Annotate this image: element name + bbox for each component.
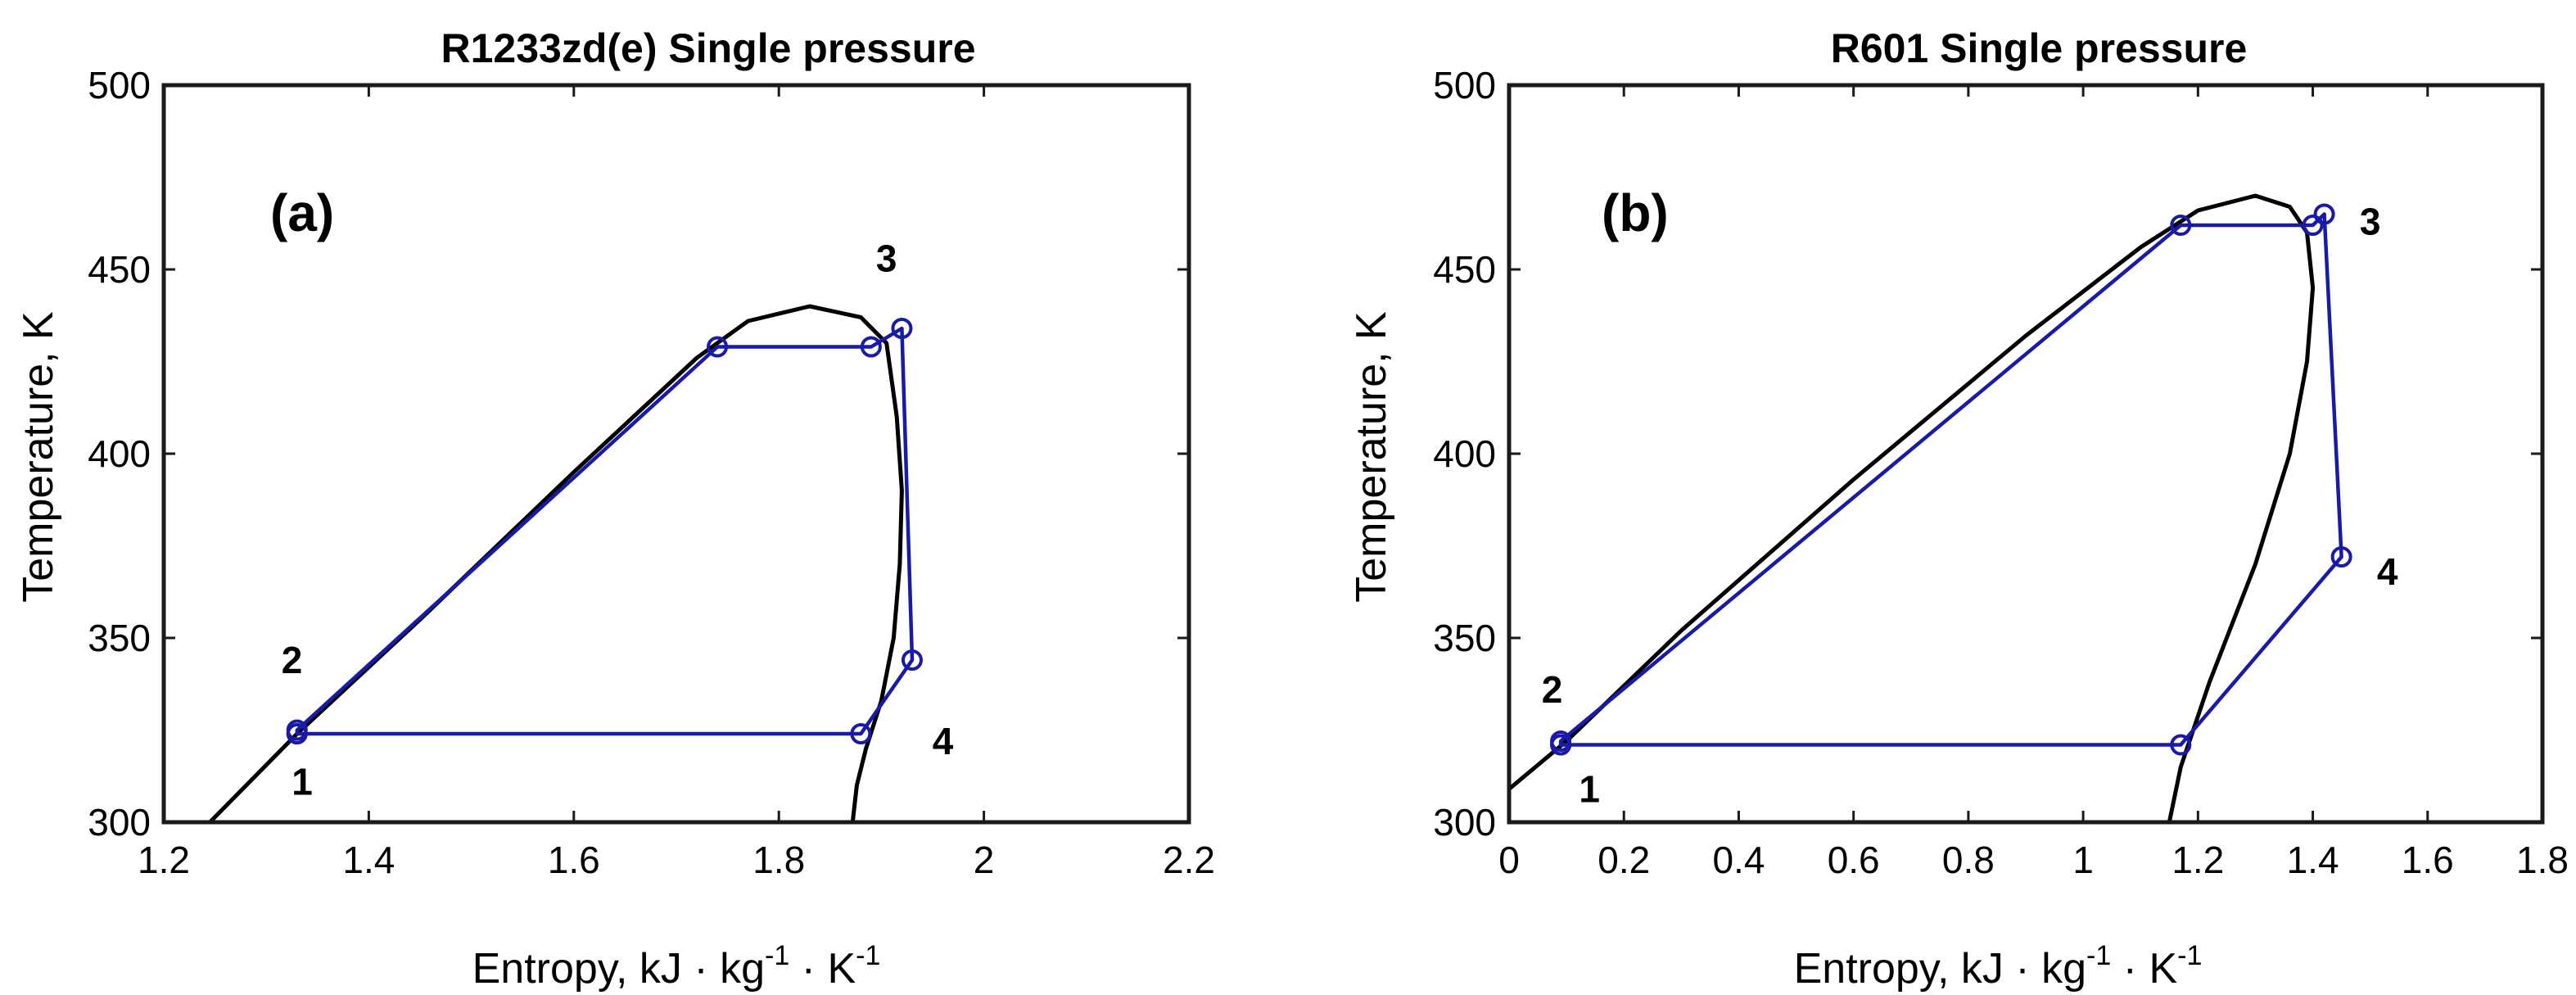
panel-b-ylabel: Temperature, K xyxy=(1348,311,1395,603)
panel-a: R1233zd(e) Single pressure 1.2 1.4 1.6 1.8 2… xyxy=(15,25,1215,993)
panel-b-state-label-2: 2 xyxy=(1542,668,1563,711)
panel-b-title: R601 Single pressure xyxy=(1831,25,2248,71)
panel-b-xtick-label: 1.8 xyxy=(2516,839,2569,881)
panel-b-xtick-label: 0.4 xyxy=(1712,839,1765,881)
panel-b-label: (b) xyxy=(1602,183,1669,242)
panel-b-xlabel: Entropy, kJ · kg-1 · K-1 xyxy=(1794,940,2203,993)
panel-a-xtick-label: 1.4 xyxy=(342,839,395,881)
panel-a-cycle-point xyxy=(891,318,913,339)
panel-a-state-label-2: 2 xyxy=(282,639,303,681)
panel-a-ytick-label: 350 xyxy=(88,617,151,659)
panel-b-xtick-label: 0.8 xyxy=(1942,839,1995,881)
panel-a-ytick-label: 300 xyxy=(88,801,151,843)
panel-b-saturation-dome-line xyxy=(1509,193,2316,822)
panel-b-cycle-point xyxy=(2330,546,2352,568)
panel-a-cycle-point xyxy=(850,723,872,744)
panel-a-xtick-label: 2.2 xyxy=(1163,839,1215,881)
panel-a-ytick-label: 400 xyxy=(88,432,151,475)
panel-b-xtick-label: 0 xyxy=(1498,839,1520,881)
panel-b-xtick-label: 1.2 xyxy=(2172,839,2224,881)
panel-b-series xyxy=(1509,193,2352,822)
panel-a-state-label-3: 3 xyxy=(876,237,897,280)
panel-b-state-label-3: 3 xyxy=(2360,201,2381,243)
panel-b-ytick-label: 350 xyxy=(1433,617,1496,659)
panel-a-point-labels: 1 2 3 4 xyxy=(282,237,954,803)
panel-a-xlabel: Entropy, kJ · kg-1 · K-1 xyxy=(472,940,881,993)
panel-b-ticks: 0 0.2 0.4 0.6 0.8 1 1.2 1.4 1.6 1.8 300 350 400 450 50… xyxy=(1433,64,2569,881)
panel-b-cycle-point xyxy=(1550,734,1572,756)
panel-a-title: R1233zd(e) Single pressure xyxy=(441,25,975,71)
panel-a-ytick-label: 450 xyxy=(88,248,151,291)
panel-b-cycle-point xyxy=(2302,215,2324,236)
panel-a-ytick-label: 500 xyxy=(88,64,151,106)
panel-a-ylabel: Temperature, K xyxy=(15,311,62,603)
panel-a-cycle-point xyxy=(286,723,308,744)
panel-a-xtick-label: 1.8 xyxy=(752,839,805,881)
panel-a-cycle-point xyxy=(901,649,923,671)
panel-b-ytick-label: 450 xyxy=(1433,248,1496,291)
panel-b-ytick-label: 400 xyxy=(1433,432,1496,475)
panel-a-orc-cycle-line xyxy=(295,326,915,736)
panel-b-ytick-label: 500 xyxy=(1433,64,1496,106)
panel-b: R601 Single pressure 0 0.2 0.4 0.6 0.8 1 1.2 1.… xyxy=(1348,25,2569,993)
panel-b-cycle-point xyxy=(2170,215,2192,236)
panel-b-xtick-label: 0.2 xyxy=(1598,839,1650,881)
panel-b-xtick-label: 0.6 xyxy=(1828,839,1880,881)
panel-a-state-label-1: 1 xyxy=(291,761,313,803)
panel-b-state-label-1: 1 xyxy=(1579,768,1600,811)
panel-a-xtick-label: 1.6 xyxy=(548,839,600,881)
panel-a-xtick-label: 1.2 xyxy=(138,839,190,881)
panel-b-cycle-point xyxy=(2170,734,2192,756)
panel-b-xtick-label: 1.6 xyxy=(2402,839,2454,881)
panel-b-xtick-label: 1 xyxy=(2072,839,2094,881)
panel-b-point-labels: 1 2 3 4 xyxy=(1542,201,2398,811)
panel-a-state-label-4: 4 xyxy=(933,720,954,762)
panel-a-cycle-point xyxy=(707,336,729,358)
panel-b-xtick-label: 1.4 xyxy=(2287,839,2339,881)
panel-a-saturation-dome-line xyxy=(207,304,904,822)
panel-a-cycle-point xyxy=(860,336,882,358)
panel-b-cycle-point xyxy=(2313,203,2335,225)
panel-a-label: (a) xyxy=(270,183,334,242)
panel-a-xtick-label: 2 xyxy=(974,839,995,881)
panel-a-series xyxy=(207,304,923,822)
panel-a-ticks: 1.2 1.4 1.6 1.8 2 2.2 300 350 400 450 500 xyxy=(88,64,1215,881)
panel-b-state-label-4: 4 xyxy=(2377,550,2398,593)
panel-b-ytick-label: 300 xyxy=(1433,801,1496,843)
